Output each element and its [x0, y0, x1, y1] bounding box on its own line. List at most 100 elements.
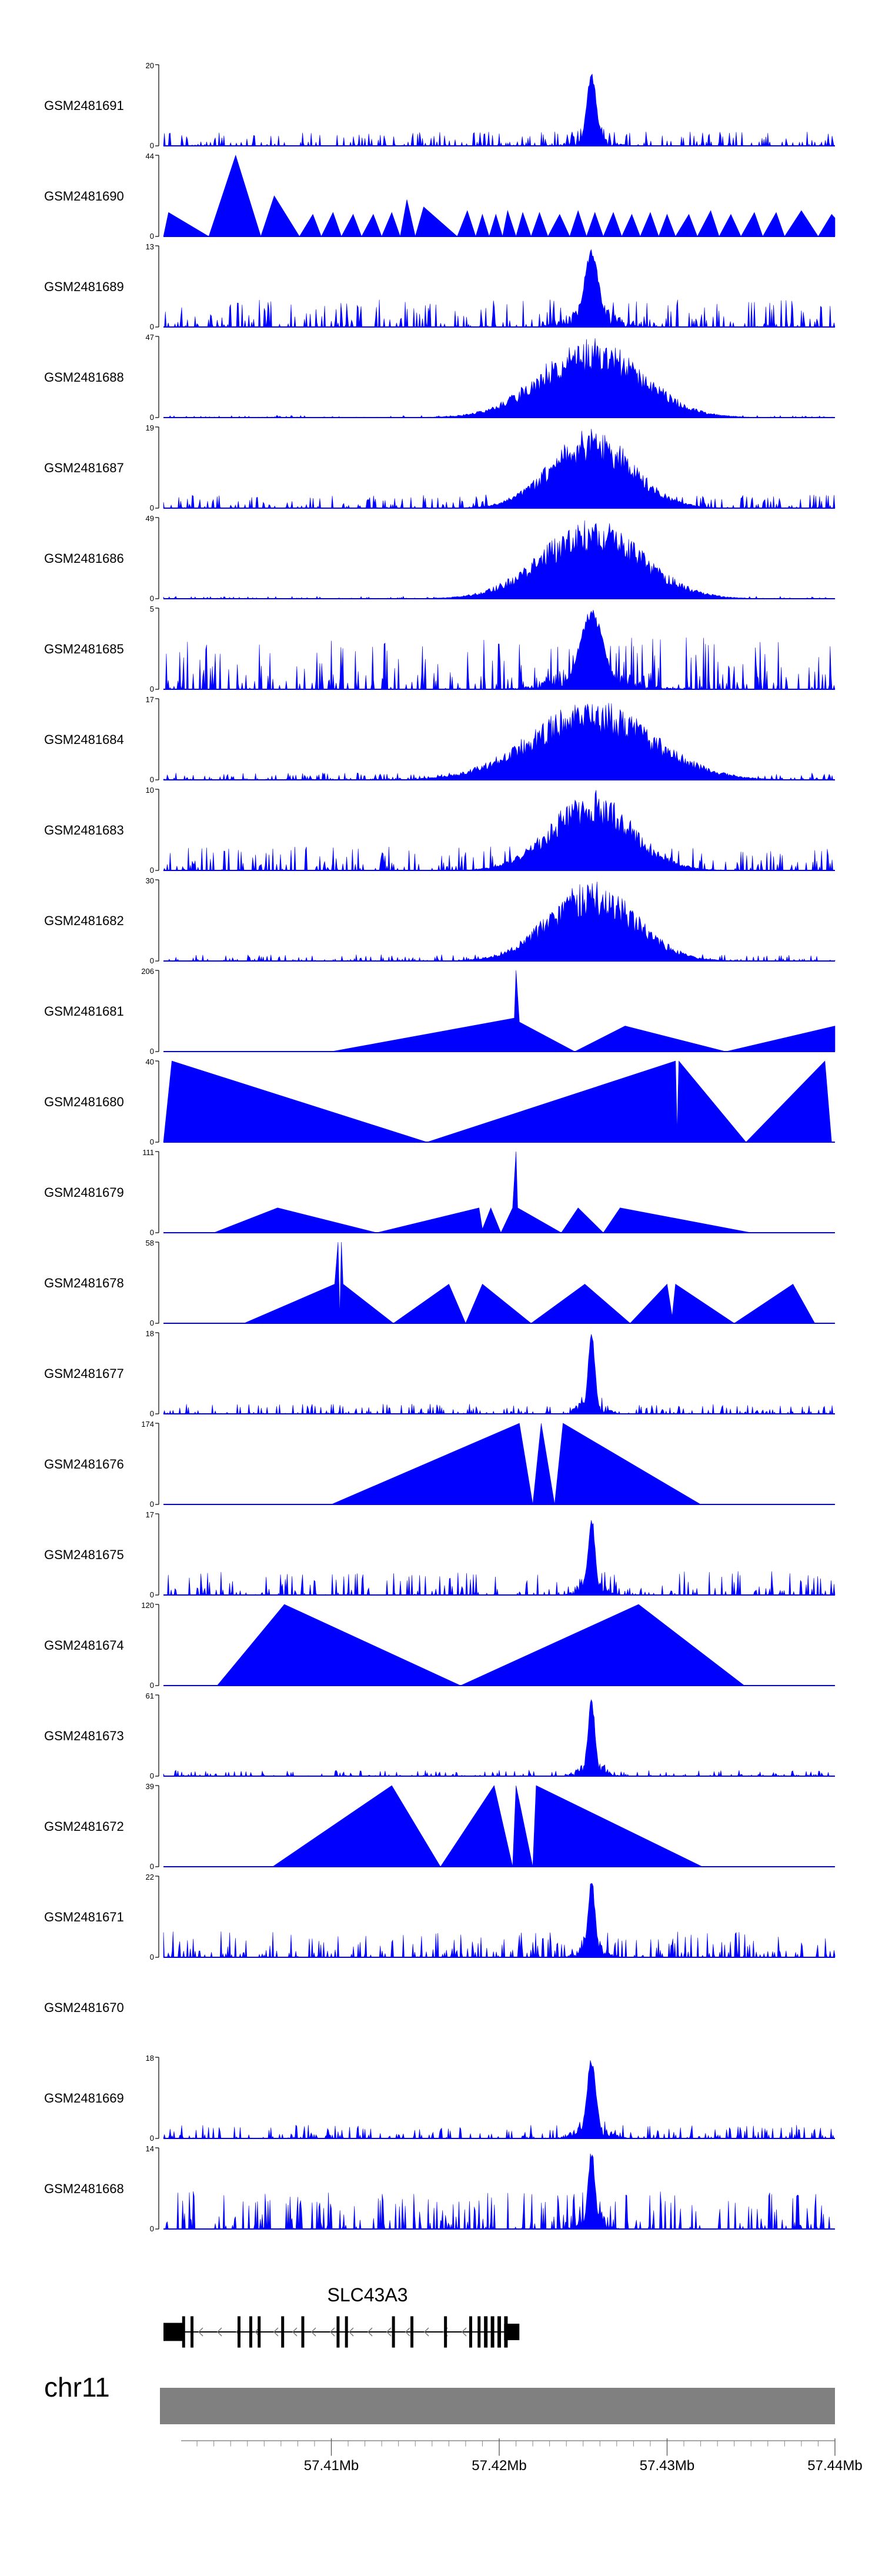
coverage-area [163, 429, 836, 509]
coverage-area [163, 338, 835, 418]
x-tick-label: 57.41Mb [304, 2458, 359, 2474]
track-label: GSM2481673 [44, 1729, 124, 1743]
coverage-tracks: GSM2481691200GSM2481690440GSM2481689130G… [44, 61, 836, 2233]
exon [469, 2316, 472, 2348]
track-GSM2481681: GSM2481681 206 0 [44, 967, 836, 1056]
y-max-label: 14 [146, 2144, 154, 2153]
y-min-label: 0 [150, 1500, 154, 1509]
strand-arrow [423, 2327, 429, 2337]
y-max-label: 5 [150, 605, 154, 613]
coverage-area [163, 74, 835, 147]
exon [163, 2323, 182, 2341]
y-max-label: 17 [146, 1510, 154, 1519]
strand-arrow [273, 2327, 279, 2337]
coverage-area [163, 610, 836, 690]
track-GSM2481670: GSM2481670 [44, 2000, 124, 2015]
y-max-label: 47 [146, 333, 154, 342]
strand-arrow [198, 2327, 203, 2337]
y-max-label: 58 [146, 1239, 154, 1247]
y-max-label: 49 [146, 514, 154, 523]
y-min-label: 0 [150, 956, 154, 965]
chromosome-band [160, 2388, 835, 2424]
coverage-area [163, 1883, 836, 1958]
y-max-label: 174 [141, 1420, 154, 1429]
y-min-label: 0 [150, 2134, 154, 2143]
exon [392, 2316, 395, 2348]
coverage-area [163, 2153, 835, 2230]
y-max-label: 39 [146, 1782, 154, 1791]
exon [301, 2316, 305, 2348]
y-min-label: 0 [150, 413, 154, 422]
track-GSM2481676: GSM2481676 174 0 [44, 1420, 835, 1509]
coverage-area [331, 1423, 701, 1505]
exon [191, 2316, 194, 2348]
y-min-label: 0 [150, 1771, 154, 1780]
track-label: GSM2481685 [44, 642, 124, 656]
exon [345, 2316, 348, 2348]
y-min-label: 0 [150, 503, 154, 512]
exon [258, 2316, 261, 2348]
track-GSM2481680: GSM2481680 40 0 [44, 1057, 835, 1146]
track-label: GSM2481670 [44, 2000, 124, 2015]
strand-arrow [329, 2327, 335, 2337]
track-GSM2481691: GSM2481691 20 0 [44, 61, 835, 150]
track-label: GSM2481681 [44, 1004, 124, 1019]
y-max-label: 40 [146, 1057, 154, 1066]
y-min-label: 0 [150, 1953, 154, 1961]
strand-arrow [348, 2327, 354, 2337]
track-GSM2481669: GSM2481669 18 0 [44, 2054, 836, 2143]
exon [237, 2316, 240, 2348]
track-label: GSM2481669 [44, 2091, 124, 2105]
y-min-label: 0 [150, 1409, 154, 1418]
exon [281, 2316, 285, 2348]
y-min-label: 0 [150, 594, 154, 603]
strand-arrow [367, 2327, 373, 2337]
gene-label: SLC43A3 [328, 2284, 408, 2305]
track-label: GSM2481691 [44, 98, 124, 113]
y-min-label: 0 [150, 1319, 154, 1327]
coverage-area [163, 1699, 835, 1777]
y-min-label: 0 [150, 1590, 154, 1599]
track-label: GSM2481687 [44, 461, 124, 475]
coverage-area [163, 1060, 832, 1143]
coverage-area [163, 1334, 835, 1415]
track-label: GSM2481677 [44, 1366, 124, 1381]
y-max-label: 61 [146, 1691, 154, 1700]
exon [490, 2316, 495, 2348]
strand-arrow [216, 2327, 222, 2337]
track-GSM2481675: GSM2481675 17 0 [44, 1510, 836, 1599]
track-label: GSM2481676 [44, 1457, 124, 1471]
track-label: GSM2481683 [44, 823, 124, 837]
y-min-label: 0 [150, 1228, 154, 1237]
coverage-area [163, 882, 836, 962]
track-GSM2481686: GSM2481686 49 0 [44, 514, 836, 603]
y-max-label: 10 [146, 786, 154, 795]
track-GSM2481672: GSM2481672 39 0 [44, 1782, 835, 1871]
track-label: GSM2481684 [44, 732, 124, 747]
track-label: GSM2481689 [44, 279, 124, 294]
y-max-label: 17 [146, 695, 154, 704]
track-GSM2481690: GSM2481690 44 0 [44, 152, 836, 241]
exon [182, 2316, 185, 2348]
exon [497, 2316, 501, 2348]
x-tick-label: 57.42Mb [472, 2458, 526, 2474]
y-max-label: 206 [141, 967, 154, 976]
y-max-label: 20 [146, 61, 154, 70]
coverage-area [163, 155, 836, 238]
y-max-label: 111 [142, 1148, 154, 1157]
track-label: GSM2481679 [44, 1185, 124, 1200]
y-min-label: 0 [150, 775, 154, 784]
exon [336, 2316, 340, 2348]
track-GSM2481678: GSM2481678 58 0 [44, 1239, 835, 1327]
coverage-area [163, 249, 836, 328]
y-min-label: 0 [150, 1137, 154, 1146]
y-max-label: 18 [146, 1329, 154, 1338]
strand-arrow [292, 2327, 298, 2337]
x-tick-label: 57.43Mb [640, 2458, 694, 2474]
y-max-label: 19 [146, 423, 154, 432]
track-GSM2481677: GSM2481677 18 0 [44, 1329, 835, 1418]
coverage-area [272, 1785, 703, 1867]
y-min-label: 0 [150, 685, 154, 693]
track-GSM2481668: GSM2481668 14 0 [44, 2144, 835, 2233]
